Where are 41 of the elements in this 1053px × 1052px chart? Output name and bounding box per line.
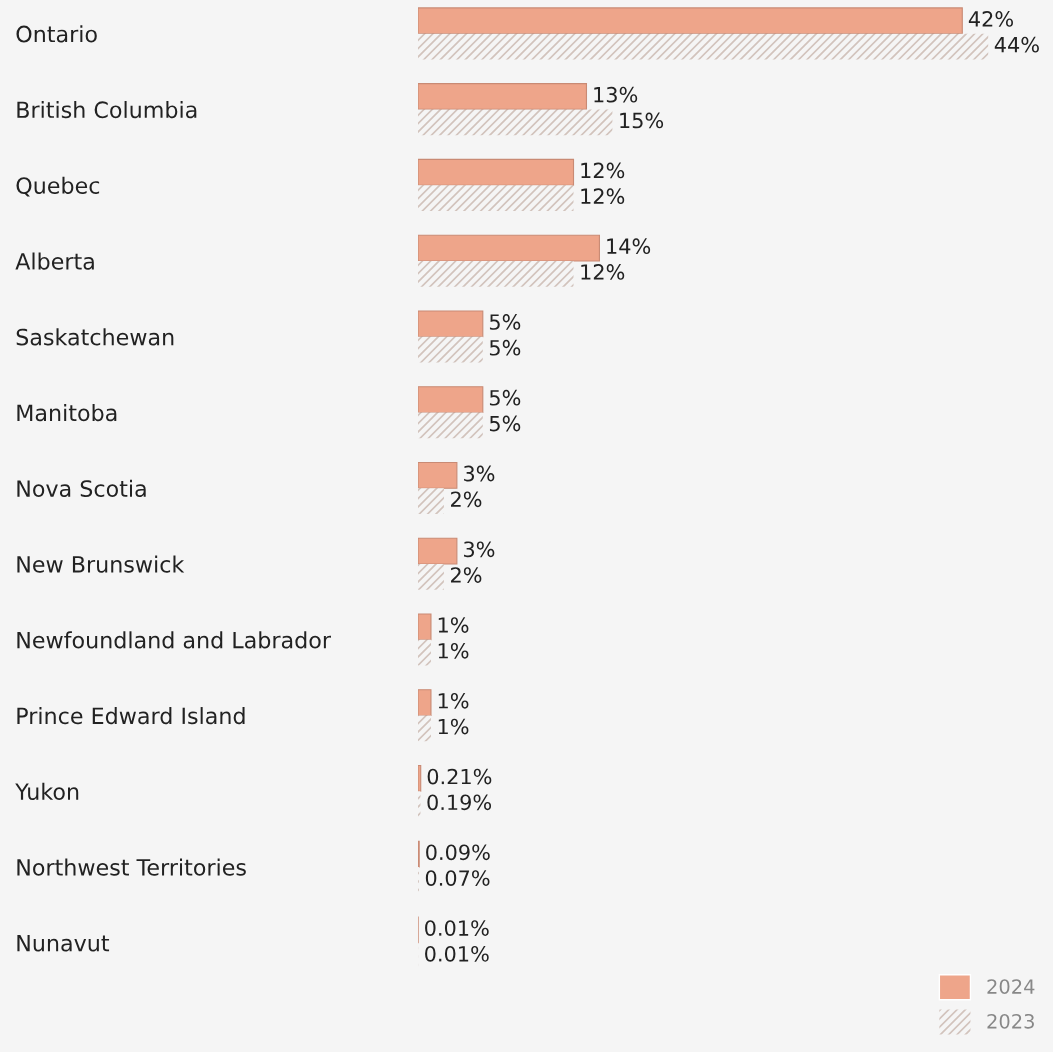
data-label: 5% [489,415,521,432]
data-label: 0.01% [425,945,489,962]
data-label: 5% [489,389,521,406]
data-label: 1% [438,692,469,709]
data-label: 15% [620,112,664,129]
data-label: 1% [438,718,469,735]
y-tick-label: Manitoba [17,404,117,422]
data-label: 12% [581,188,625,205]
y-tick-label: Saskatchewan [16,328,174,346]
data-label: 1% [438,642,469,659]
data-label: 3% [464,541,495,558]
data-label: 12% [581,162,625,179]
legend-label: 2023 [987,1013,1034,1029]
y-tick-label: Quebec [16,176,100,197]
data-label: 0.09% [426,844,490,861]
data-label: 14% [607,238,651,255]
y-tick-label: Ontario [16,25,97,43]
y-tick-label: Nova Scotia [17,479,146,497]
y-tick-label: Nunavut [17,935,110,952]
y-tick-label: Yukon [15,782,79,800]
legend-label: 2024 [987,979,1035,994]
y-tick-label: Northwest Territories [17,858,246,876]
y-tick-label: Prince Edward Island [17,707,245,725]
data-label: 5% [489,339,521,356]
y-tick-label: British Columbia [17,100,197,119]
data-label: 2% [451,567,482,583]
data-label: 3% [464,465,495,482]
data-label: 44% [994,36,1039,53]
data-label: 42% [968,11,1013,27]
data-label: 2% [451,491,482,508]
data-label: 1% [438,617,469,633]
data-label: 0.07% [425,870,490,886]
data-label: 12% [581,264,625,280]
data-label: 0.19% [427,794,492,811]
y-tick-label: Newfoundland and Labrador [17,631,331,649]
data-label: 0.01% [425,920,489,936]
y-tick-label: New Brunswick [17,555,185,573]
data-label: 5% [489,314,521,330]
data-label: 0.21% [427,768,492,785]
data-label: 13% [594,86,638,103]
y-tick-label: Alberta [15,252,94,270]
